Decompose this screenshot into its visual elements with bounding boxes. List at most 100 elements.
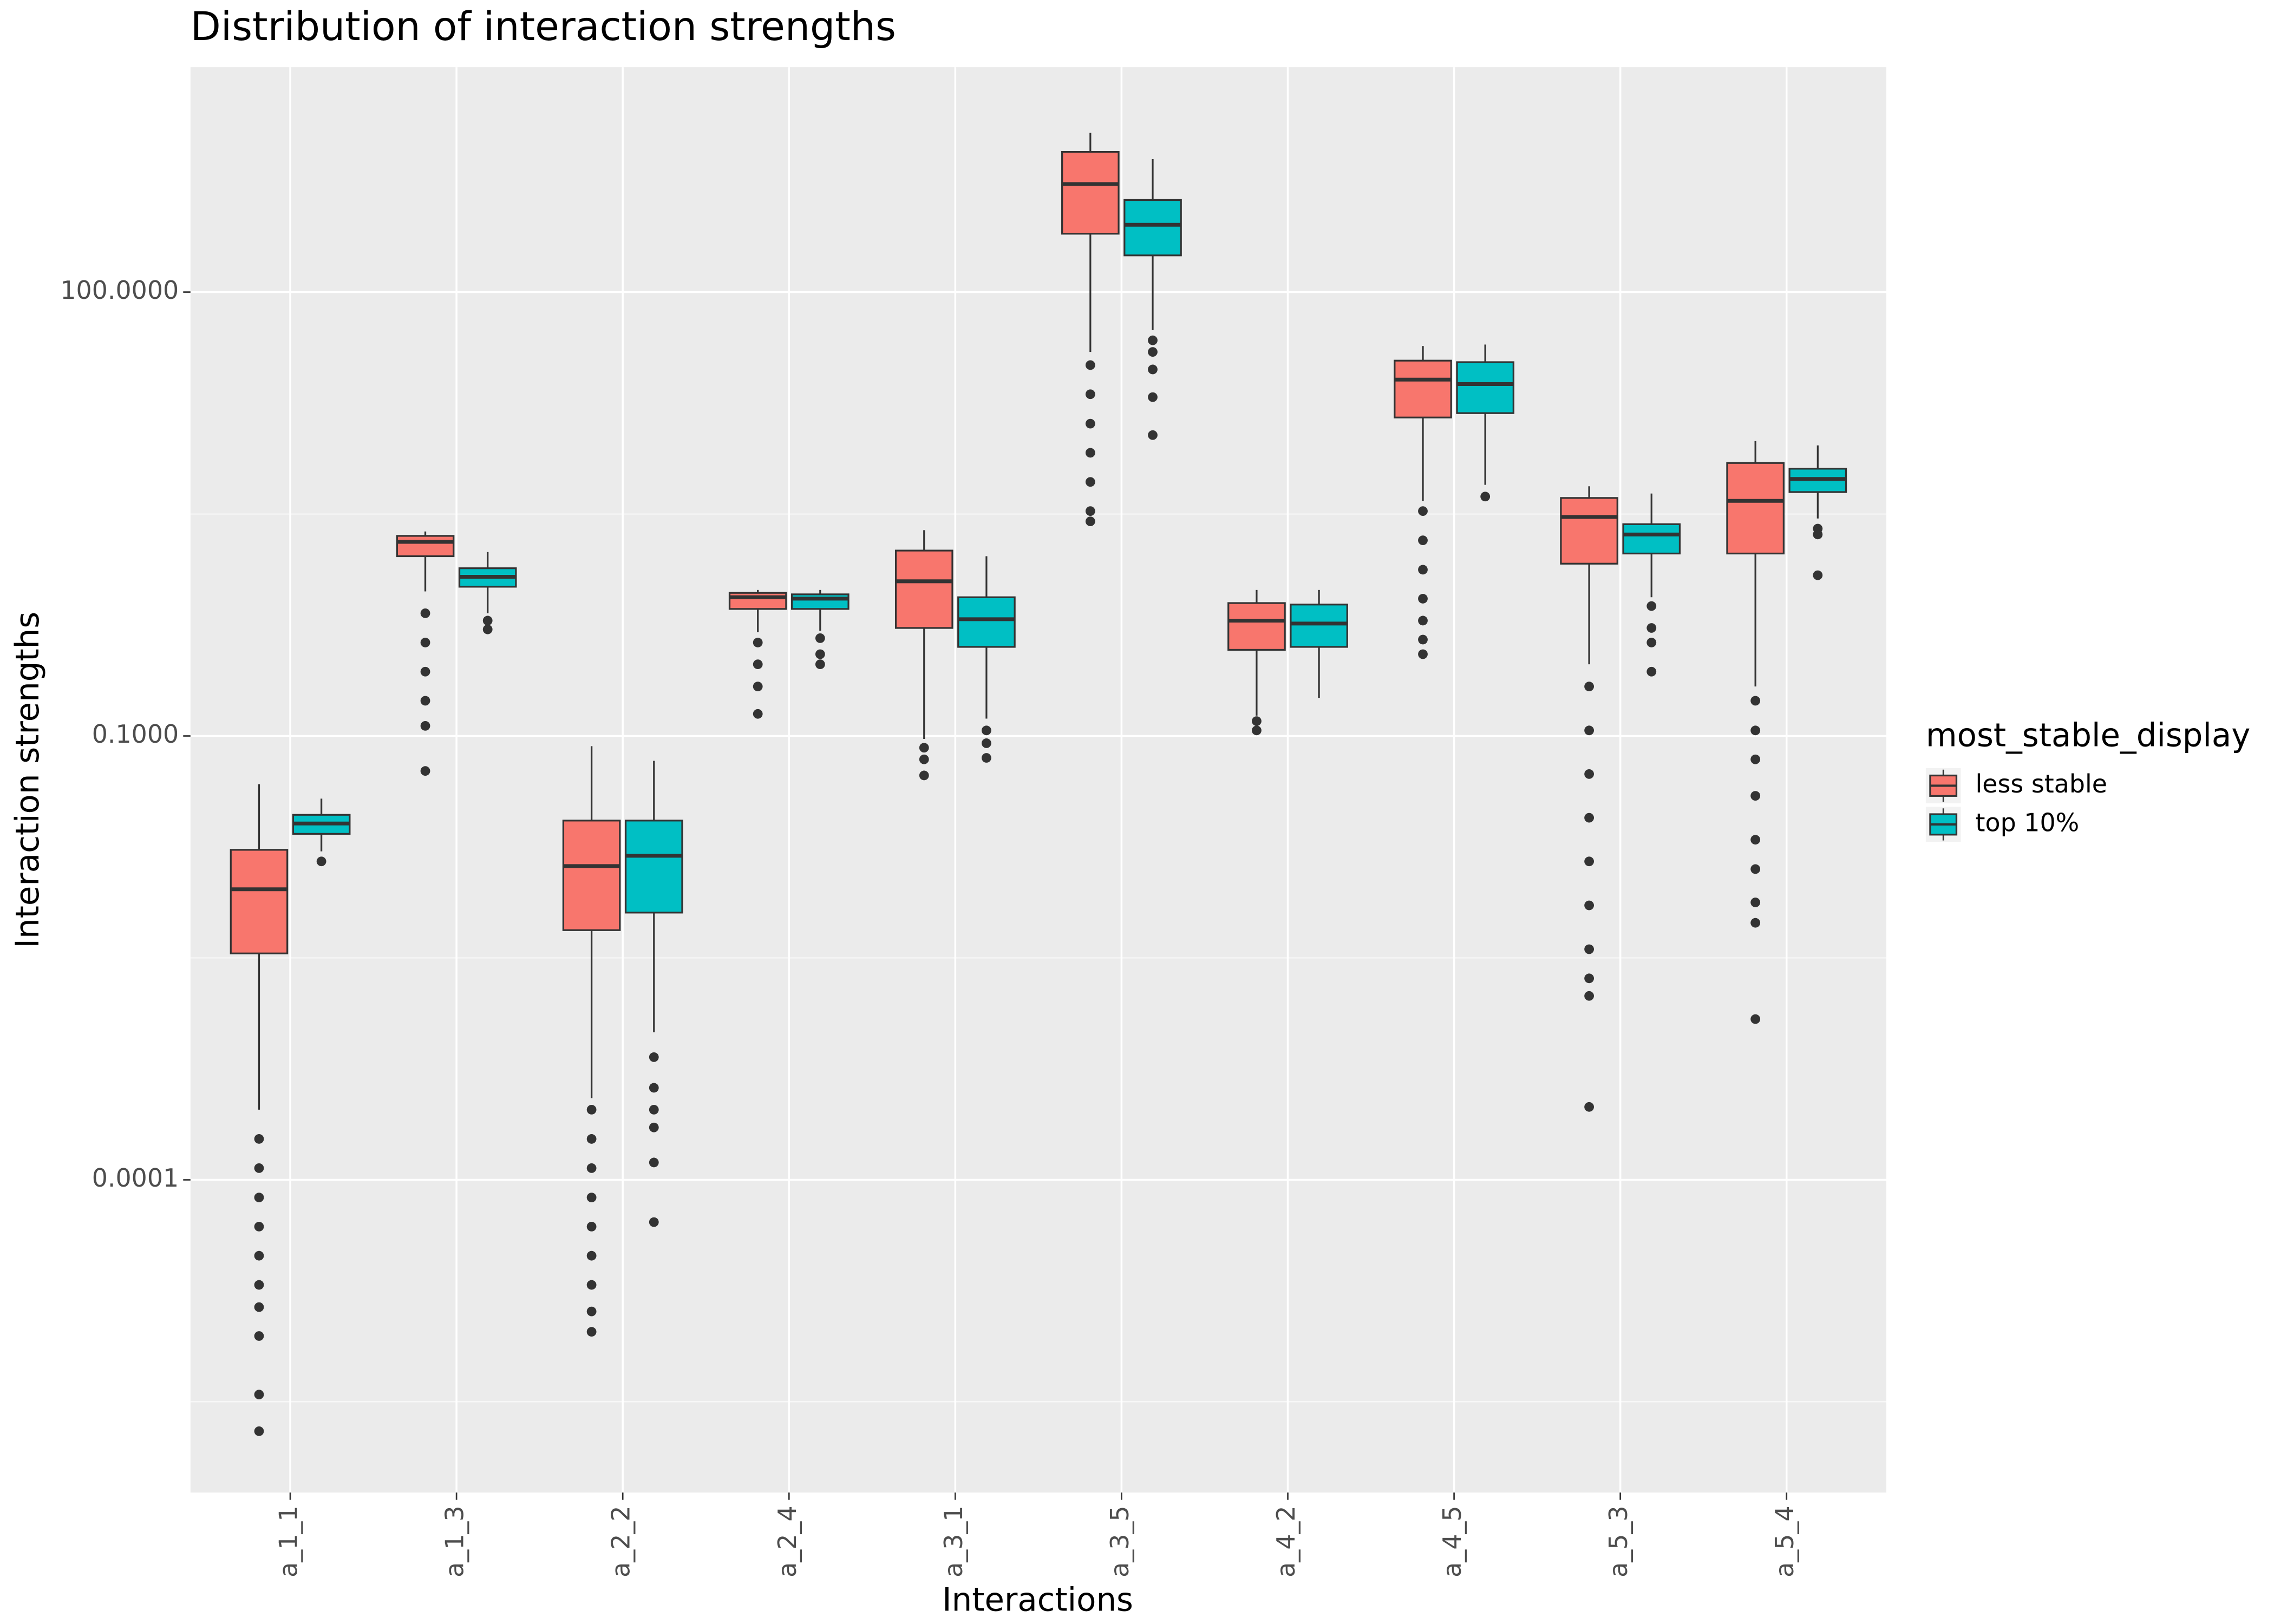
outlier — [982, 738, 991, 748]
x-tick-label: a_1_3 — [440, 1505, 469, 1577]
outlier — [1750, 898, 1761, 907]
outlier — [1750, 725, 1761, 736]
outlier — [1480, 492, 1491, 502]
outlier — [254, 1163, 264, 1173]
box-group — [1227, 590, 1286, 736]
outlier — [1418, 565, 1428, 575]
outlier — [1750, 696, 1761, 706]
outlier — [1148, 392, 1158, 402]
outlier — [586, 1306, 597, 1317]
box — [728, 592, 787, 610]
outlier — [815, 649, 825, 659]
box — [1394, 359, 1452, 418]
grid — [190, 67, 1886, 1493]
outlier — [420, 766, 430, 776]
box-group — [957, 556, 1016, 763]
box — [1123, 199, 1182, 257]
outlier — [1418, 615, 1428, 626]
box — [1622, 523, 1681, 555]
outlier — [1750, 754, 1761, 764]
outlier — [1584, 1102, 1594, 1112]
box-group — [1456, 344, 1514, 502]
legend-title: most_stable_display — [1926, 717, 2251, 754]
outlier — [1085, 506, 1095, 516]
outlier — [1148, 430, 1158, 440]
box — [396, 535, 455, 558]
outlier — [1750, 835, 1761, 845]
outlier — [586, 1250, 597, 1261]
y-tick-label: 100.0000 — [60, 276, 179, 305]
box — [1560, 497, 1618, 565]
outlier — [254, 1390, 264, 1400]
outlier — [586, 1327, 597, 1337]
outlier — [753, 709, 763, 719]
box-group — [1622, 493, 1681, 677]
outlier — [982, 725, 991, 736]
outlier — [1085, 516, 1095, 527]
box — [1061, 150, 1120, 235]
outlier — [1418, 506, 1428, 516]
outlier — [1750, 1014, 1761, 1024]
outlier — [254, 1221, 264, 1232]
outlier — [1584, 725, 1594, 736]
x-tick-label: a_3_5 — [1105, 1505, 1134, 1577]
outlier — [420, 666, 430, 677]
x-tick-label: a_1_1 — [274, 1505, 303, 1577]
box-group — [458, 552, 517, 634]
outlier — [1813, 529, 1823, 540]
outlier — [1252, 716, 1262, 726]
outlier — [982, 753, 991, 763]
outlier — [420, 696, 430, 706]
outlier — [254, 1134, 264, 1144]
outlier — [254, 1250, 264, 1261]
outlier — [1646, 666, 1657, 677]
outlier — [649, 1122, 659, 1132]
y-tick-label: 0.0001 — [92, 1163, 179, 1193]
box — [230, 849, 289, 954]
outlier — [1148, 335, 1158, 345]
box — [624, 820, 683, 914]
box — [1227, 602, 1286, 651]
box — [562, 820, 621, 931]
outlier — [919, 754, 929, 764]
outlier — [586, 1280, 597, 1290]
outlier — [586, 1134, 597, 1144]
box-group — [396, 531, 455, 776]
box — [894, 549, 953, 629]
outlier — [586, 1221, 597, 1232]
outlier — [815, 633, 825, 643]
outlier — [586, 1163, 597, 1173]
outlier — [1418, 535, 1428, 546]
outlier — [1418, 649, 1428, 659]
box-group — [292, 798, 351, 867]
outlier — [649, 1052, 659, 1062]
box-group — [1290, 590, 1348, 698]
outlier — [1584, 991, 1594, 1001]
outlier — [1418, 594, 1428, 604]
outlier — [1584, 856, 1594, 867]
outlier — [254, 1193, 264, 1202]
outlier — [420, 638, 430, 647]
x-axis-label: Interactions — [942, 1581, 1133, 1619]
outlier — [919, 770, 929, 781]
outlier — [1085, 360, 1095, 370]
outlier — [254, 1280, 264, 1290]
box-group — [1061, 133, 1120, 527]
box-group — [1560, 486, 1618, 1112]
box-group — [230, 784, 289, 1436]
outlier — [1584, 813, 1594, 823]
box-group — [624, 761, 683, 1227]
box — [957, 596, 1016, 648]
outlier — [1584, 682, 1594, 692]
box — [1726, 462, 1785, 555]
outlier — [420, 721, 430, 731]
outlier — [1646, 601, 1657, 611]
outlier — [649, 1104, 659, 1115]
box — [1290, 604, 1348, 648]
outlier — [586, 1104, 597, 1115]
outlier — [753, 659, 763, 670]
outlier — [1148, 347, 1158, 357]
panel — [190, 67, 1886, 1493]
outlier — [586, 1193, 597, 1202]
